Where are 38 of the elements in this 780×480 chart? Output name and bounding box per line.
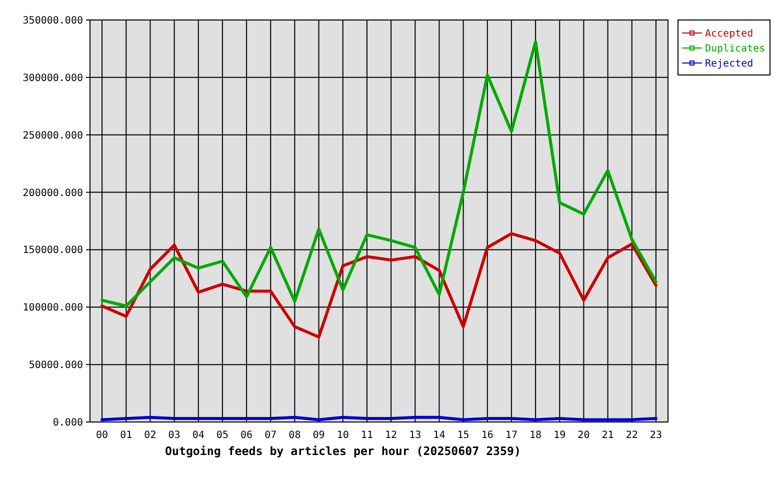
y-tick-label: 150000.000	[22, 245, 83, 256]
x-tick-label: 15	[457, 430, 470, 441]
x-tick-label: 01	[120, 430, 132, 441]
legend-label: Rejected	[705, 58, 754, 70]
y-tick-label: 100000.000	[22, 302, 83, 314]
legend-label: Accepted	[705, 28, 754, 40]
y-tick-label: 300000.000	[22, 72, 83, 84]
x-tick-label: 19	[554, 430, 566, 441]
x-tick-label: 20	[578, 430, 590, 441]
x-tick-label: 09	[312, 430, 325, 441]
x-tick-label: 03	[168, 430, 180, 441]
x-tick-label: 14	[433, 430, 446, 441]
y-tick-label: 50000.000	[28, 360, 83, 372]
legend-label: Duplicates	[705, 44, 766, 54]
y-tick-label: 0.000	[52, 418, 83, 428]
x-tick-label: 16	[481, 430, 494, 441]
x-tick-label: 07	[264, 430, 277, 441]
line-series	[100, 232, 658, 339]
x-tick-label: 06	[240, 430, 253, 441]
x-tick-label: 10	[336, 430, 349, 441]
x-tick-label: 12	[385, 430, 398, 441]
text: Outgoing feeds by articles per hour (20250607 2359)	[165, 444, 521, 458]
y-tick-label: 200000.000	[22, 188, 83, 199]
x-tick-label: 11	[360, 430, 373, 441]
line-series	[100, 40, 658, 308]
x-tick-label: 18	[530, 430, 542, 441]
y-tick-label: 250000.000	[22, 130, 83, 142]
x-tick-label: 23	[650, 430, 662, 441]
x-tick-label: 04	[192, 430, 204, 441]
x-tick-label: 05	[216, 430, 228, 441]
x-tick-label: 22	[626, 430, 638, 441]
x-tick-label: 00	[96, 430, 108, 441]
x-tick-label: 13	[409, 430, 422, 441]
x-tick-label: 08	[288, 430, 301, 441]
x-tick-label: 02	[144, 430, 156, 441]
x-tick-label: 21	[602, 430, 614, 441]
y-tick-label: 350000.000	[22, 16, 83, 26]
x-tick-label: 17	[505, 430, 518, 441]
